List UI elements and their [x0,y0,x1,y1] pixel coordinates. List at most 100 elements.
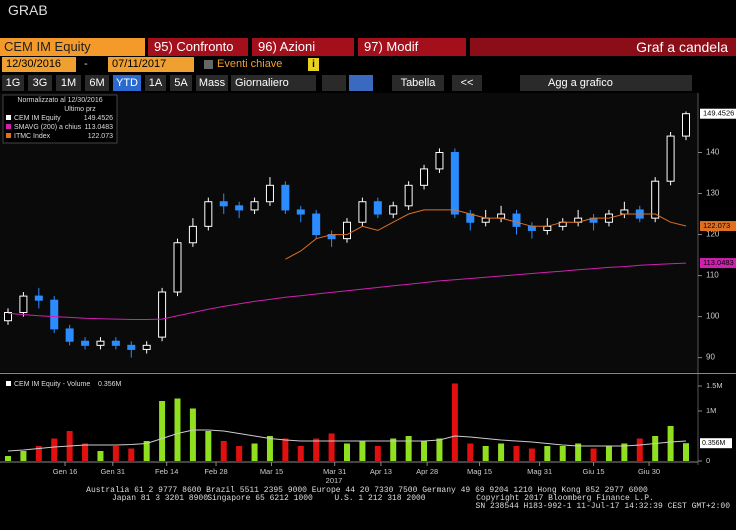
menu-button[interactable]: 95) Confronto [148,38,248,56]
candle-body [343,221,351,240]
period-button[interactable]: 1M [56,75,81,91]
legend-name: CEM IM Equity [14,115,61,122]
volume-bar [544,446,551,461]
volume-bar [297,446,304,461]
last-value-tag [700,108,736,119]
candle-body [512,213,521,227]
candle-body [404,184,413,207]
period-button[interactable]: 1A [145,75,166,91]
chart-style-button[interactable] [349,75,373,91]
x-tick-label: Apr 13 [370,467,392,476]
last-value-tag [700,258,736,269]
table-button[interactable]: Tabella [392,75,444,91]
x-tick-label: Giu 15 [582,467,604,476]
x-tick-label: Mar 31 [323,467,346,476]
end-date[interactable]: 07/11/2017 [108,57,194,72]
period-button[interactable]: 3G [28,75,52,91]
dropdown-arrow [236,38,246,56]
x-tick-label: Gen 16 [53,467,78,476]
x-tick-label: Giu 30 [638,467,660,476]
y-tick-label: 140 [706,148,720,157]
x-tick-label: Apr 28 [416,467,438,476]
x-tick-label: Feb 14 [155,467,178,476]
legend-box [2,94,118,144]
volume-bar [20,451,27,461]
candle-body [666,135,675,182]
volume-bar [652,436,659,461]
last-value-tag [700,438,732,449]
volume-bar [159,401,166,461]
volume-bar [467,443,474,461]
frequency-dropdown[interactable]: Giornaliero [231,75,316,91]
date-separator: - [84,58,88,70]
volume-bar [421,441,428,461]
volume-bar [5,456,11,461]
x-tick-label: Mag 15 [467,467,492,476]
candle-body [34,295,43,301]
period-button[interactable]: Mass [196,75,228,91]
menu-button[interactable]: 97) Modif [358,38,466,56]
candle-body [81,340,90,346]
legend-name: ITMC Index [14,133,51,140]
legend-subheader: Ultimo prz [64,106,96,113]
candle-body [188,225,197,244]
candle-body [96,340,105,346]
last-value-label: 0.356M [702,440,726,447]
candle-body [281,184,290,211]
add-button[interactable]: Agg a grafico [520,75,692,91]
candle-body [173,242,182,293]
indicator-line [285,209,687,260]
volume-bar [667,426,674,461]
volume-bar [282,438,289,461]
chart-style-button[interactable] [322,75,346,91]
y-tick-label: 120 [706,230,720,239]
candle-body [420,168,429,186]
candle-body [265,184,274,203]
volume-bar [205,431,212,461]
x-tick-label: Mag 31 [527,467,552,476]
last-value-tag [700,221,736,232]
candle-body [389,205,398,215]
volume-bar [590,448,597,461]
period-button[interactable]: 1G [2,75,24,91]
x-year-label: 2017 [326,476,343,485]
candle-body [65,328,74,342]
candle-body [481,217,490,223]
volume-bar [97,451,104,461]
volume-bar [112,446,119,461]
candle-body [250,201,259,211]
candle-body [204,201,213,227]
volume-bar [51,438,58,461]
info-icon[interactable]: i [308,58,319,71]
volume-bar [636,438,643,461]
volume-bar [621,443,628,461]
volume-title: CEM IM Equity - Volume [14,381,90,388]
footer-line: U.S. 1 212 318 2000 [334,494,425,503]
volume-bar [143,441,150,461]
checkbox[interactable] [204,60,213,69]
legend-name: SMAVG (200) a chius [14,124,82,131]
y-tick-label: 90 [706,353,715,362]
candle-body [158,291,167,338]
candle-body [620,209,629,215]
x-tick-label: Mar 15 [260,467,283,476]
start-date[interactable]: 12/30/2016 [2,57,76,72]
legend-swatch [6,124,11,129]
y-tick-label: 130 [706,189,720,198]
nav-button[interactable]: << [452,75,482,91]
candle-body [235,205,244,211]
candle-body [127,344,136,350]
candle-body [527,225,536,231]
volume-bar [236,446,243,461]
menu-button[interactable]: 96) Azioni [252,38,354,56]
security-field[interactable]: CEM IM Equity [0,38,145,56]
candle-body [19,295,28,314]
events-label[interactable]: Eventi chiave [217,58,283,70]
period-button[interactable]: YTD [113,75,141,91]
period-button[interactable]: 6M [85,75,109,91]
volume-bar [128,448,135,461]
volume-bar [390,438,397,461]
period-button[interactable]: 5A [170,75,192,91]
